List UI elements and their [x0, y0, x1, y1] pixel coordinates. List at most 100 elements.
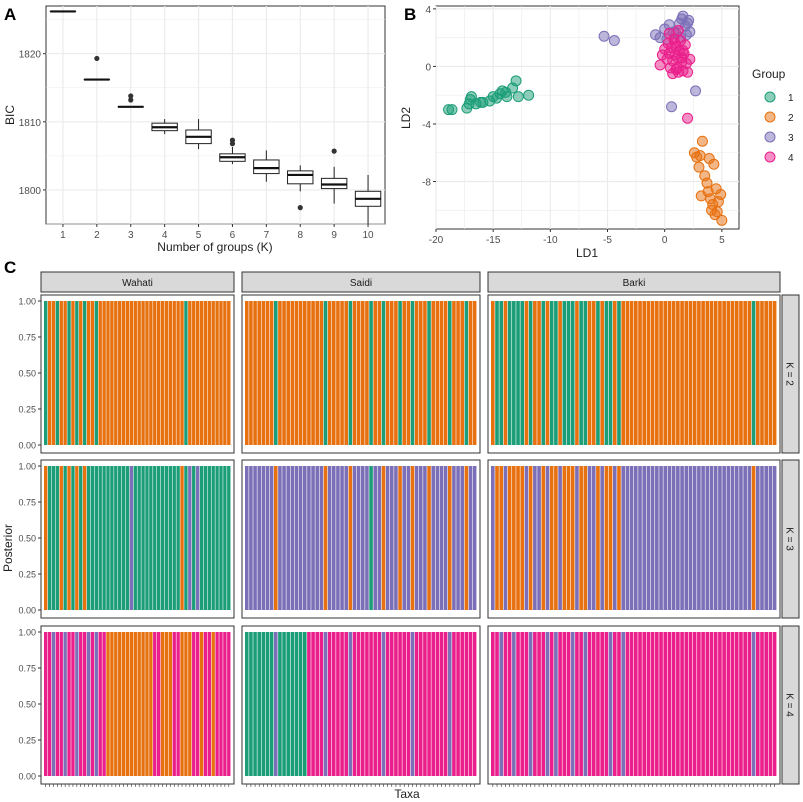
taxon-bar [390, 632, 394, 776]
taxon-bar [286, 632, 290, 776]
lda-scatter-panel: -20 -15 -10 -5 0 5 -8 -4 0 4 LD1 LD2 Group 1 2 3 4 [399, 5, 794, 260]
taxon-bar [642, 632, 647, 776]
taxon-bar [575, 632, 579, 776]
taxon-bar [638, 466, 642, 610]
taxon-bar [149, 466, 153, 610]
taxon-bar [79, 301, 83, 445]
taxon-bar [468, 632, 473, 776]
taxon-bar [118, 301, 122, 445]
lda-point [654, 59, 666, 71]
taxon-bar [634, 466, 638, 610]
taxon-bar [361, 301, 365, 445]
legend-label-group-2: 2 [788, 113, 794, 124]
bic-y-tick-label: 1820 [19, 50, 42, 61]
facet-row-strip [781, 625, 800, 785]
taxon-bar [223, 632, 227, 776]
taxon-bar [575, 466, 579, 610]
taxon-bar [460, 632, 464, 776]
taxon-bar [692, 632, 697, 776]
taxon-bar [545, 301, 550, 445]
taxon-bar [51, 632, 56, 776]
taxon-bar [772, 466, 777, 610]
taxon-bar [604, 632, 609, 776]
taxon-bar [705, 301, 710, 445]
taxon-bar [697, 301, 701, 445]
taxon-bar [558, 301, 562, 445]
taxon-bar [336, 632, 340, 776]
taxon-bar [755, 632, 760, 776]
lda-point [598, 30, 610, 42]
taxon-bar [533, 632, 537, 776]
taxon-bar [315, 632, 319, 776]
taxon-bar [726, 301, 731, 445]
facet-row-label: K = 2 [784, 362, 795, 386]
taxon-bar [570, 466, 575, 610]
taxon-bar [141, 632, 145, 776]
posterior-y-tick-label: 0.75 [18, 498, 36, 508]
taxon-bar [153, 632, 157, 776]
taxon-bar [75, 466, 79, 610]
taxon-bar [203, 301, 208, 445]
bic-box-k10 [354, 174, 382, 224]
taxon-bar [625, 466, 630, 610]
taxon-bar [282, 632, 286, 776]
taxon-bar [596, 466, 600, 610]
taxon-bar [145, 301, 149, 445]
taxon-bar [327, 632, 332, 776]
taxon-bar [427, 301, 431, 445]
taxon-bar [344, 466, 348, 610]
taxon-bar [184, 632, 188, 776]
taxon-bar [427, 632, 431, 776]
taxon-bar [223, 301, 227, 445]
taxon-bar [464, 301, 469, 445]
taxon-bar [278, 632, 282, 776]
taxon-bar [443, 632, 448, 776]
taxon-bar [323, 466, 328, 610]
taxon-bar [684, 301, 689, 445]
panel-label-a: A [4, 5, 16, 24]
taxon-bar [394, 466, 398, 610]
taxon-bar [739, 632, 743, 776]
taxon-bar [319, 301, 324, 445]
taxon-bar [570, 632, 575, 776]
lda-y-axis-title: LD2 [399, 107, 413, 129]
taxon-bar [180, 301, 184, 445]
taxon-bar [431, 301, 435, 445]
taxon-bar [129, 301, 134, 445]
taxon-bar [344, 301, 348, 445]
taxon-bar [172, 466, 176, 610]
bic-boxplot-panel: 1800 1810 1820 1 2 3 4 5 6 7 8 9 10 Number of groups… [3, 5, 386, 254]
taxon-bar [464, 466, 469, 610]
taxon-bar [520, 466, 525, 610]
taxon-bar [621, 466, 625, 610]
taxon-bar [680, 632, 684, 776]
taxon-bar [211, 466, 215, 610]
bic-gridlines [46, 6, 385, 225]
taxon-bar [199, 632, 204, 776]
taxon-bar [512, 301, 516, 445]
bic-axes: 1800 1810 1820 1 2 3 4 5 6 7 8 9 10 [19, 50, 374, 241]
taxon-bar [705, 632, 710, 776]
taxon-bar [332, 301, 336, 445]
taxon-bar [491, 301, 495, 445]
taxon-bar [439, 632, 444, 776]
taxon-bar [600, 632, 604, 776]
taxon-bar [520, 632, 525, 776]
taxon-bar [110, 632, 114, 776]
taxon-bar [294, 301, 299, 445]
lda-y-tick-label: -4 [422, 120, 431, 131]
facet-strip-barki [487, 271, 781, 293]
taxon-bar [269, 632, 274, 776]
taxon-bar [265, 301, 270, 445]
taxon-bar [528, 466, 533, 610]
taxon-bar [294, 632, 299, 776]
taxon-bar [261, 632, 266, 776]
taxon-bar [377, 466, 382, 610]
taxon-bar [361, 632, 365, 776]
taxon-bar [125, 632, 130, 776]
taxon-bar [44, 466, 48, 610]
posterior-y-tick-label: 1.00 [18, 297, 36, 307]
taxon-bar [562, 301, 567, 445]
taxon-bar [390, 466, 394, 610]
taxon-bar [102, 632, 106, 776]
